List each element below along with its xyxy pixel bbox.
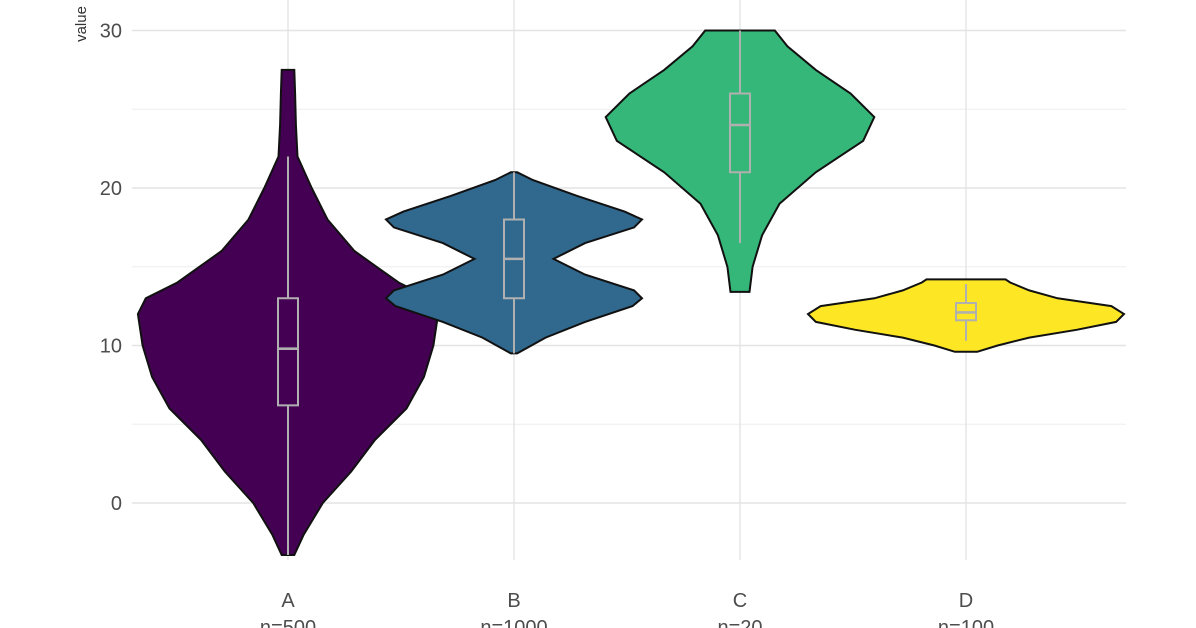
box-C — [729, 92, 751, 174]
x-tick-label-C: C — [733, 590, 747, 612]
violin-B — [384, 171, 644, 355]
x-tick-label-A: A — [281, 590, 295, 612]
x-axis-ticks: An=500 Bn=1000 Cn=20 Dn=100 — [260, 590, 994, 628]
box-A — [277, 297, 299, 407]
x-tick-count-C: n=20 — [717, 617, 762, 628]
y-tick-label: 10 — [100, 336, 122, 358]
x-tick-count-B: n=1000 — [480, 617, 547, 628]
x-tick-count-D: n=100 — [938, 617, 994, 628]
x-tick-count-A: n=500 — [260, 617, 316, 628]
y-axis-ticks: 0 10 20 30 — [100, 21, 122, 516]
x-tick-label-B: B — [507, 590, 520, 612]
violin-A — [136, 68, 440, 556]
violins — [136, 29, 1126, 556]
y-tick-label: 0 — [111, 493, 122, 515]
x-tick-label-D: D — [959, 590, 973, 612]
y-tick-label: 20 — [100, 178, 122, 200]
violin-C — [604, 29, 876, 293]
y-axis-label: value — [73, 6, 90, 42]
y-tick-label: 30 — [100, 21, 122, 43]
violin-D — [806, 278, 1126, 353]
